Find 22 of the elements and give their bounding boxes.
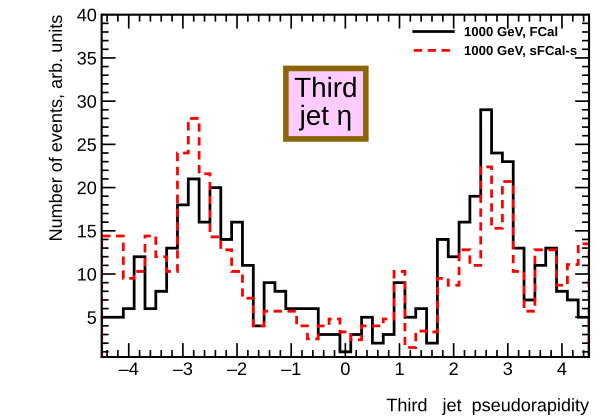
- y-axis-title: Number of events, arb. units: [48, 15, 64, 240]
- x-tick-label: 3: [503, 362, 512, 376]
- y-tick-label: 5: [87, 311, 96, 324]
- y-tick-label: 10: [78, 268, 96, 281]
- annotation: Third jet η: [294, 76, 356, 131]
- x-axis-title: Third jet pseudorapidity: [386, 398, 590, 415]
- legend-label: 1000 GeV, FCal: [464, 26, 558, 38]
- y-tick-label: 15: [78, 224, 96, 238]
- x-tick-label: –4: [118, 362, 138, 375]
- x-tick-label: 0: [341, 362, 350, 376]
- y-tick-label: 35: [77, 52, 96, 65]
- y-tick-label: 25: [78, 138, 96, 152]
- x-tick-label: –1: [281, 362, 300, 375]
- x-tick-label: 1: [396, 362, 404, 375]
- x-tick-label: –2: [227, 362, 246, 375]
- legend-label: 1000 GeV, sFCal-s: [464, 45, 577, 58]
- x-tick-label: 2: [450, 362, 458, 375]
- y-tick-label: 20: [78, 182, 96, 194]
- y-tick-label: 40: [77, 8, 96, 22]
- x-tick-label: 4: [557, 362, 566, 375]
- x-tick-label: –3: [172, 362, 192, 376]
- y-tick-label: 30: [77, 95, 96, 108]
